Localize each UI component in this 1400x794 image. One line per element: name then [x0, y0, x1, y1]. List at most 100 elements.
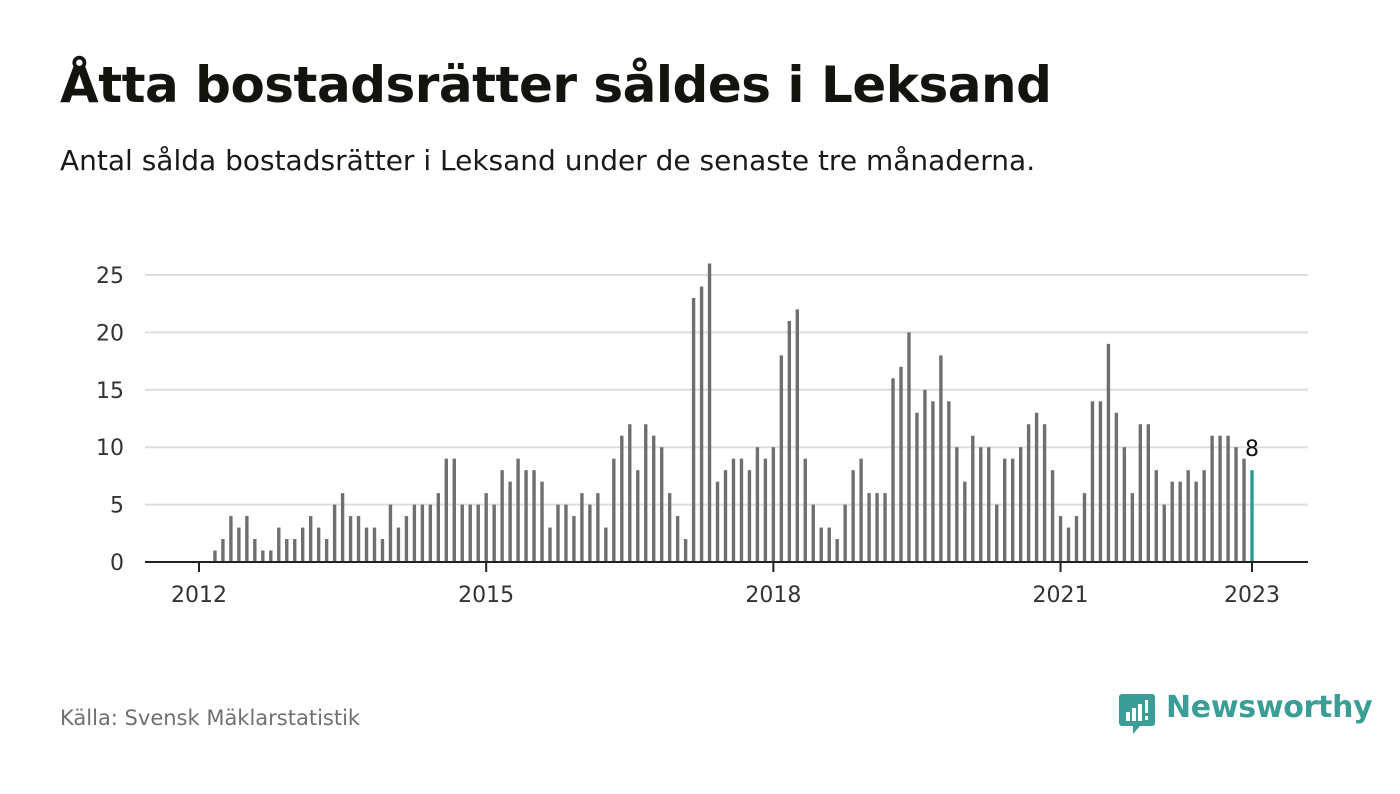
bar: [795, 309, 799, 562]
y-tick-label: 5: [110, 494, 124, 519]
x-tick-label: 2018: [745, 583, 801, 608]
bar: [404, 516, 409, 562]
bar: [1162, 504, 1166, 562]
bar: [1130, 493, 1135, 562]
bar: [285, 539, 289, 562]
bar: [277, 527, 281, 562]
bar: [412, 504, 417, 562]
bar: [516, 458, 520, 562]
bar: [636, 470, 640, 562]
bar: [1003, 458, 1007, 562]
bar: [1018, 447, 1023, 562]
bar: [1154, 470, 1158, 562]
bar: [1042, 424, 1047, 562]
bar: [683, 539, 688, 562]
bar: [1098, 401, 1103, 562]
bar: [420, 504, 425, 562]
bar: [1210, 435, 1214, 562]
bar: [620, 435, 624, 562]
bar: [1050, 470, 1055, 562]
bar: [492, 504, 496, 562]
source-note: Källa: Svensk Mäklarstatistik: [60, 706, 361, 730]
bar: [1194, 481, 1198, 562]
highlight-value-label: 8: [1245, 437, 1259, 462]
bar: [979, 447, 983, 562]
bar: [803, 458, 807, 562]
x-tick-label: 2023: [1224, 583, 1280, 608]
bar: [1218, 435, 1222, 562]
bar: [699, 286, 704, 562]
bar: [1146, 424, 1150, 562]
bar: [301, 527, 305, 562]
bar: [691, 297, 696, 562]
bar: [1106, 343, 1111, 562]
bar: [293, 539, 297, 562]
x-tick-label: 2015: [458, 583, 514, 608]
bar: [827, 527, 831, 562]
chart-title: Åtta bostadsrätter såldes i Leksand: [60, 56, 1052, 114]
bar: [1066, 527, 1071, 562]
bar: [939, 355, 943, 562]
bar: [987, 447, 991, 562]
bar: [388, 504, 393, 562]
bar: [524, 470, 528, 562]
bar: [436, 493, 441, 562]
bar: [971, 435, 975, 562]
bar: [1034, 412, 1039, 562]
bar: [1074, 516, 1079, 562]
y-tick-label: 0: [110, 551, 124, 576]
bar: [1090, 401, 1095, 562]
bar: [596, 493, 600, 562]
bar: [1170, 481, 1174, 562]
bar: [500, 470, 504, 562]
bar: [324, 539, 329, 562]
bar: [739, 458, 744, 562]
bar: [899, 366, 903, 562]
x-tick-label: 2012: [171, 583, 227, 608]
bar: [213, 550, 217, 562]
bar: [237, 527, 241, 562]
bar: [1202, 470, 1206, 562]
bar: [819, 527, 823, 562]
bar: [675, 516, 680, 562]
bar: [843, 504, 847, 562]
bar: [747, 470, 752, 562]
bar: [867, 493, 871, 562]
bar: [1186, 470, 1190, 562]
bar: [1026, 424, 1031, 562]
y-tick-label: 20: [96, 321, 124, 346]
bar: [548, 527, 552, 562]
bar: [484, 493, 488, 562]
bar: [253, 539, 257, 562]
bar: [755, 447, 760, 562]
bar: [707, 263, 712, 562]
bar: [659, 447, 664, 562]
bar: [1226, 435, 1230, 562]
bar: [588, 504, 592, 562]
y-tick-label: 15: [96, 379, 124, 404]
bar: [723, 470, 728, 562]
bar: [316, 527, 321, 562]
bar: [771, 447, 776, 562]
bar: [851, 470, 855, 562]
bar: [396, 527, 401, 562]
bar: [1242, 458, 1246, 562]
bar: [532, 470, 536, 562]
bar: [540, 481, 544, 562]
bar: [332, 504, 337, 562]
bar: [1058, 516, 1063, 562]
bar-chart: 0 5 10 15 20 25 2012 2015 2018 2021 2023 8: [96, 263, 1308, 608]
bar: [356, 516, 361, 562]
bar: [787, 320, 792, 562]
newsworthy-logo-icon: [1119, 694, 1155, 734]
bar: [580, 493, 584, 562]
bar: [444, 458, 448, 562]
bar: [875, 493, 879, 562]
bar: [468, 504, 472, 562]
bar: [995, 504, 999, 562]
bar: [340, 493, 345, 562]
bar: [1138, 424, 1143, 562]
bar: [245, 516, 249, 562]
bar: [811, 504, 815, 562]
bar: [564, 504, 568, 562]
